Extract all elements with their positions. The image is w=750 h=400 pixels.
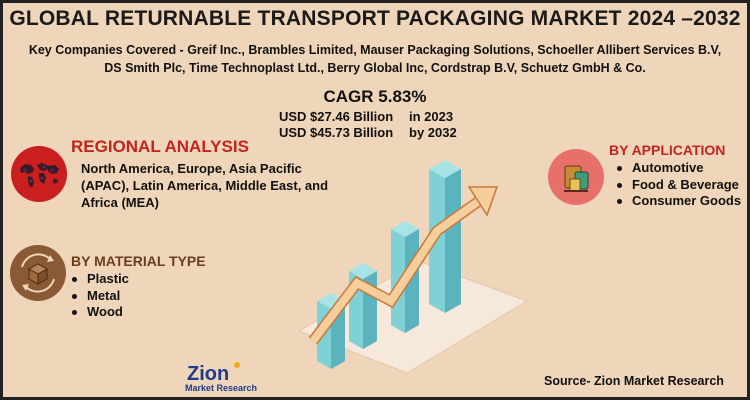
list-item: Food & Beverage bbox=[614, 177, 741, 194]
cagr-value: CAGR 5.83% bbox=[323, 87, 427, 106]
market-year-2023: in 2023 bbox=[409, 109, 454, 124]
list-item: Wood bbox=[69, 304, 129, 321]
market-year-2032: by 2032 bbox=[409, 125, 457, 140]
list-item: Consumer Goods bbox=[614, 193, 741, 210]
key-companies: Key Companies Covered - Greif Inc., Bram… bbox=[9, 41, 741, 77]
regional-analysis-title: REGIONAL ANALYSIS bbox=[71, 137, 249, 156]
market-value-2032: USD $45.73 Billion bbox=[279, 125, 394, 140]
market-size: USD $27.46 Billion in 2023 USD $45.73 Bil… bbox=[3, 109, 747, 141]
material-type-title: BY MATERIAL TYPE bbox=[71, 253, 206, 269]
svg-text:Market Research: Market Research bbox=[185, 383, 257, 393]
list-item: Metal bbox=[69, 288, 129, 305]
market-size-2023: USD $27.46 Billion in 2023 bbox=[3, 109, 747, 125]
list-item: Automotive bbox=[614, 160, 741, 177]
svg-text:Zion: Zion bbox=[187, 363, 229, 385]
list-item: Plastic bbox=[69, 271, 129, 288]
key-companies-line-2: DS Smith Plc, Time Technoplast Ltd., Ber… bbox=[104, 61, 646, 75]
market-value-2023: USD $27.46 Billion bbox=[279, 109, 394, 124]
box-recycle-icon bbox=[10, 245, 66, 301]
application-title: BY APPLICATION bbox=[609, 142, 726, 158]
growth-chart-illustration bbox=[299, 160, 529, 374]
world-map-icon bbox=[11, 146, 67, 202]
application-list: Automotive Food & Beverage Consumer Good… bbox=[614, 160, 741, 210]
material-type-list: Plastic Metal Wood bbox=[69, 271, 129, 321]
regional-analysis-text: North America, Europe, Asia Pacific (APA… bbox=[81, 161, 329, 210]
products-icon bbox=[548, 149, 604, 205]
zion-logo: Zion Market Research bbox=[179, 359, 269, 395]
page-title: GLOBAL RETURNABLE TRANSPORT PACKAGING MA… bbox=[9, 7, 741, 30]
market-size-2032: USD $45.73 Billion by 2032 bbox=[3, 125, 747, 141]
key-companies-line-1: Key Companies Covered - Greif Inc., Bram… bbox=[28, 43, 722, 57]
source-text: Source- Zion Market Research bbox=[544, 374, 724, 388]
